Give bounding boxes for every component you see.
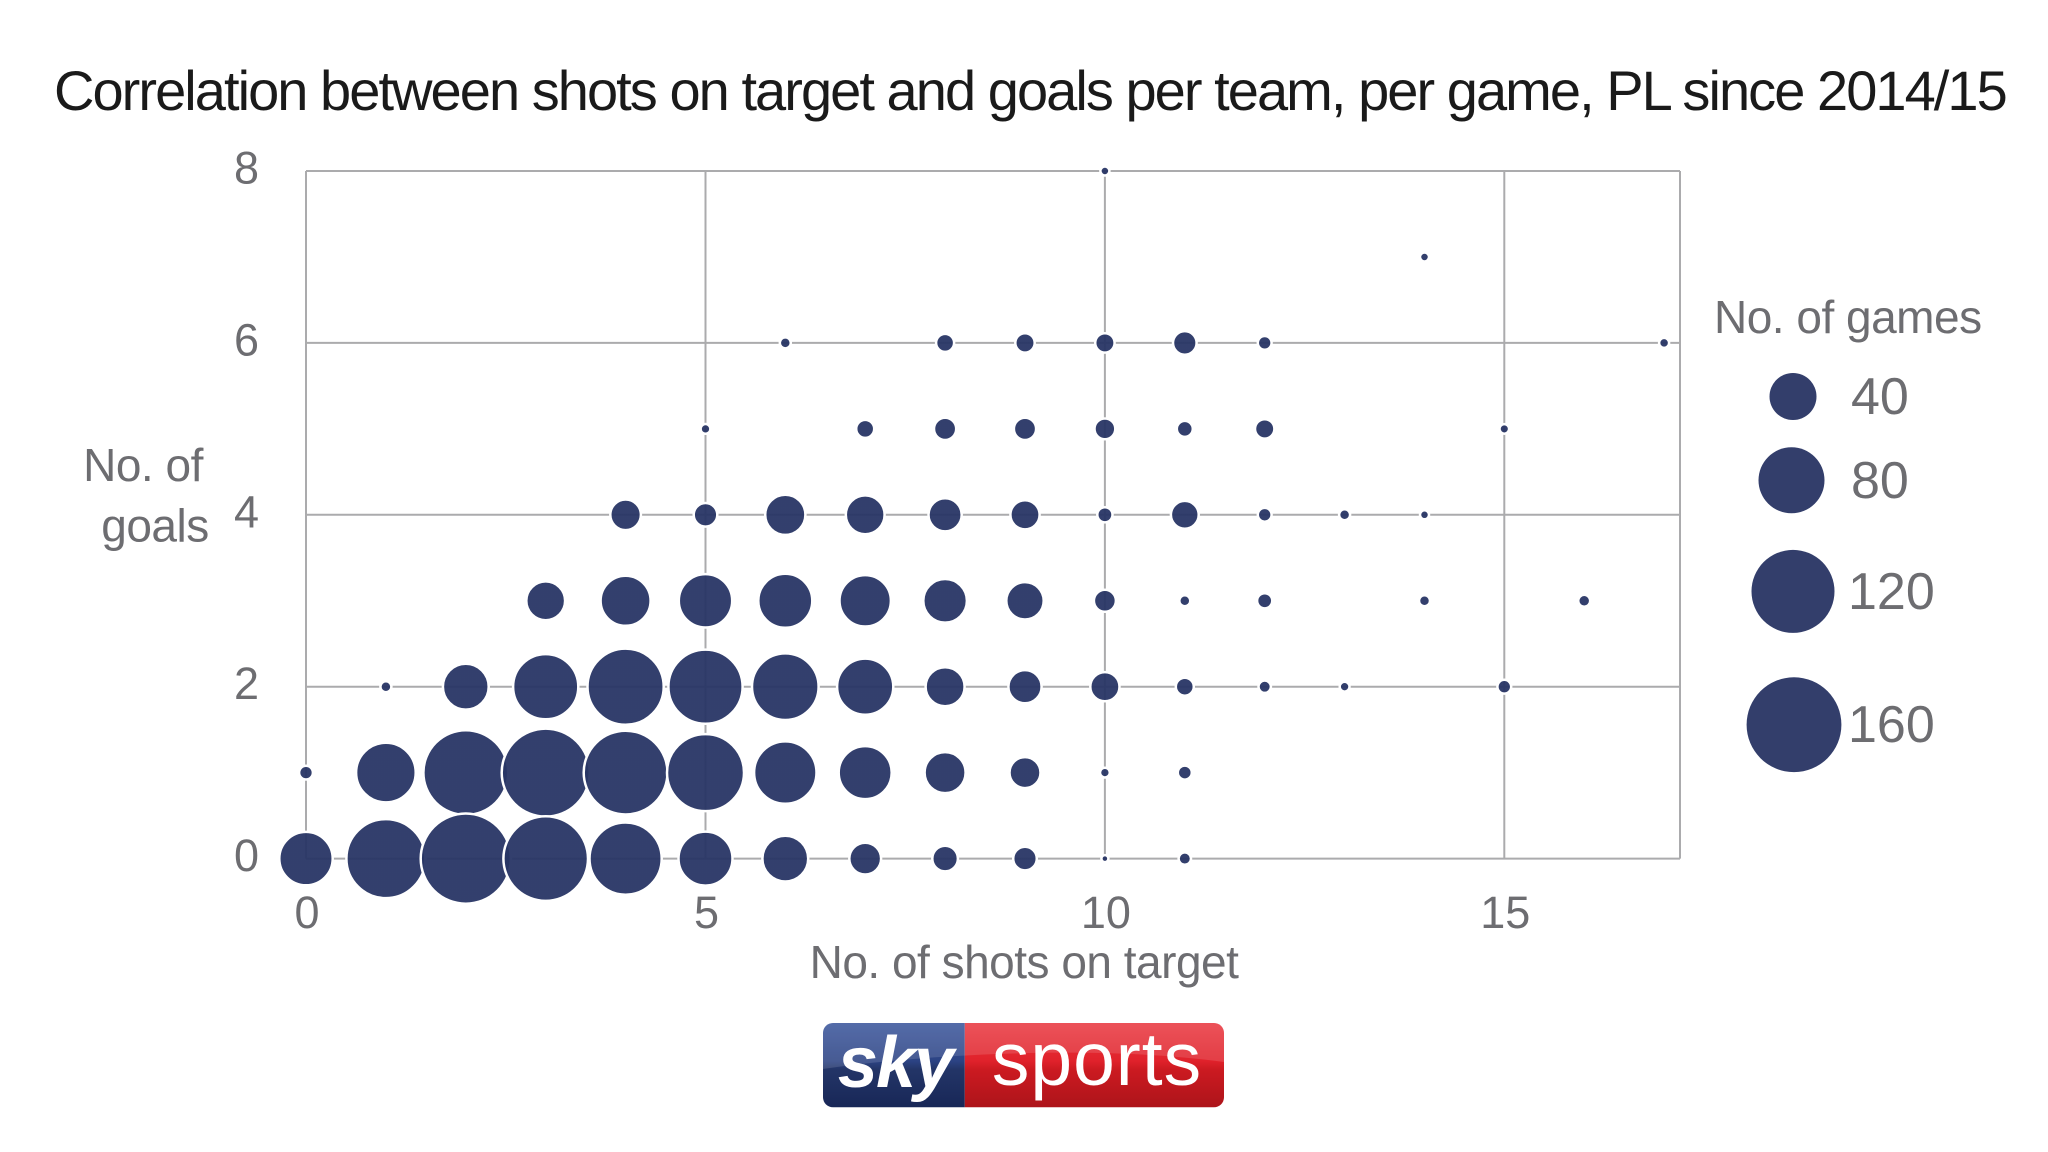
- svg-text:8: 8: [234, 143, 259, 194]
- svg-text:120: 120: [1848, 563, 1935, 621]
- svg-text:2: 2: [234, 658, 259, 709]
- svg-text:No. of games: No. of games: [1714, 291, 1982, 343]
- svg-text:sky: sky: [838, 1023, 958, 1103]
- svg-text:6: 6: [234, 314, 259, 365]
- svg-text:0: 0: [234, 830, 259, 881]
- svg-text:sports: sports: [992, 1017, 1202, 1101]
- svg-text:Correlation between shots on t: Correlation between shots on target and …: [54, 59, 2006, 122]
- svg-text:40: 40: [1851, 368, 1909, 426]
- svg-text:goals: goals: [101, 500, 208, 552]
- svg-text:0: 0: [294, 887, 319, 938]
- svg-text:15: 15: [1480, 887, 1530, 938]
- svg-text:160: 160: [1848, 696, 1935, 754]
- svg-text:4: 4: [234, 486, 259, 537]
- svg-text:5: 5: [694, 887, 719, 938]
- svg-text:80: 80: [1851, 452, 1909, 510]
- svg-text:10: 10: [1081, 887, 1131, 938]
- svg-text:No. of: No. of: [83, 439, 203, 491]
- svg-text:No. of shots on target: No. of shots on target: [810, 936, 1240, 988]
